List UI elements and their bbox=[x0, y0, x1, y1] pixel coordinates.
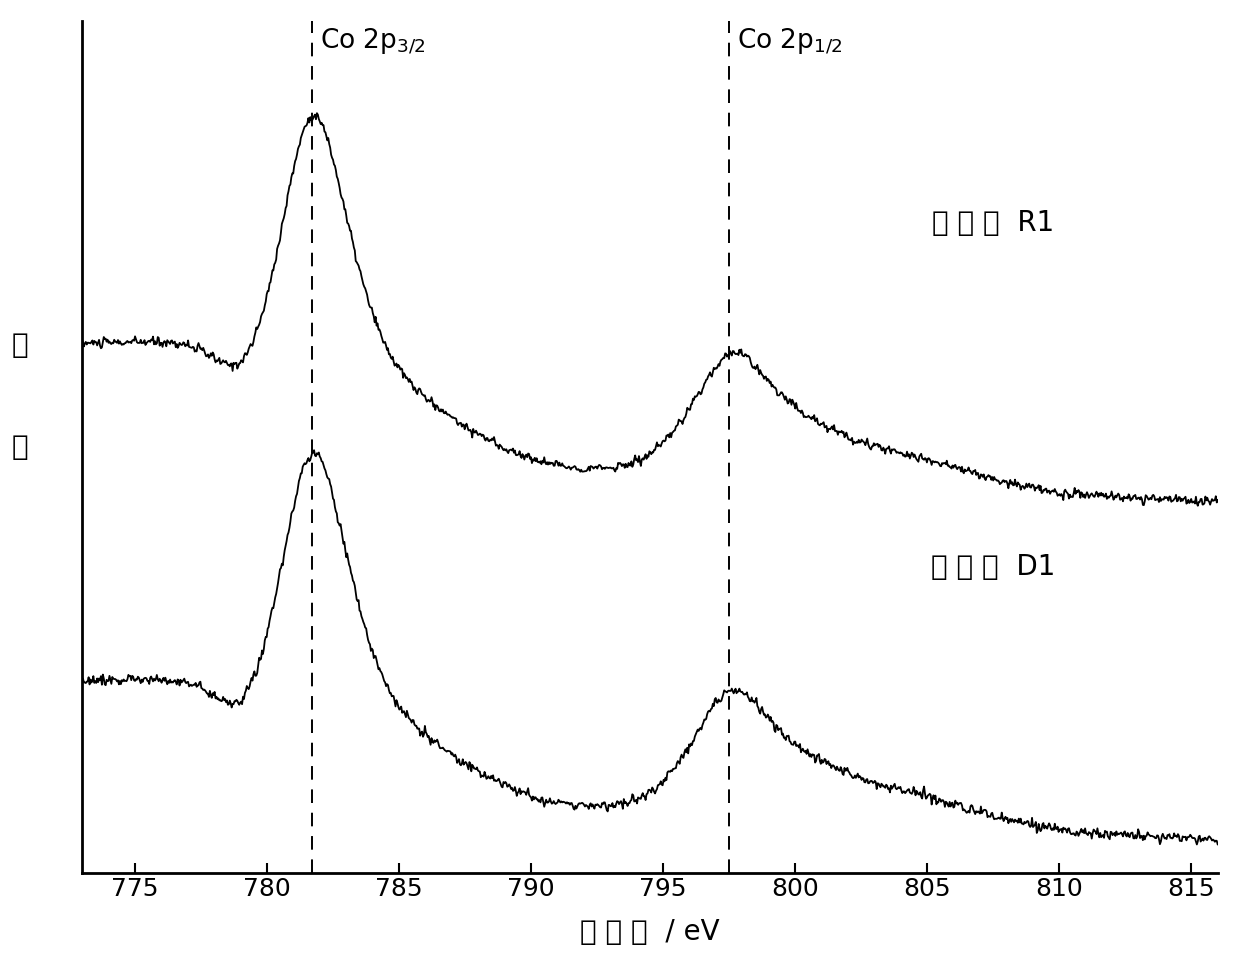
Text: Co 2p$_{3/2}$: Co 2p$_{3/2}$ bbox=[320, 26, 425, 56]
Text: 度: 度 bbox=[11, 433, 27, 460]
Text: Co 2p$_{1/2}$: Co 2p$_{1/2}$ bbox=[737, 26, 843, 56]
Text: 强: 强 bbox=[11, 331, 27, 359]
Text: 崾 化 剂  D1: 崾 化 剂 D1 bbox=[931, 553, 1055, 581]
Text: 崾 化 剂  R1: 崾 化 剂 R1 bbox=[932, 209, 1054, 237]
X-axis label: 结 合 能  / eV: 结 合 能 / eV bbox=[580, 919, 719, 946]
